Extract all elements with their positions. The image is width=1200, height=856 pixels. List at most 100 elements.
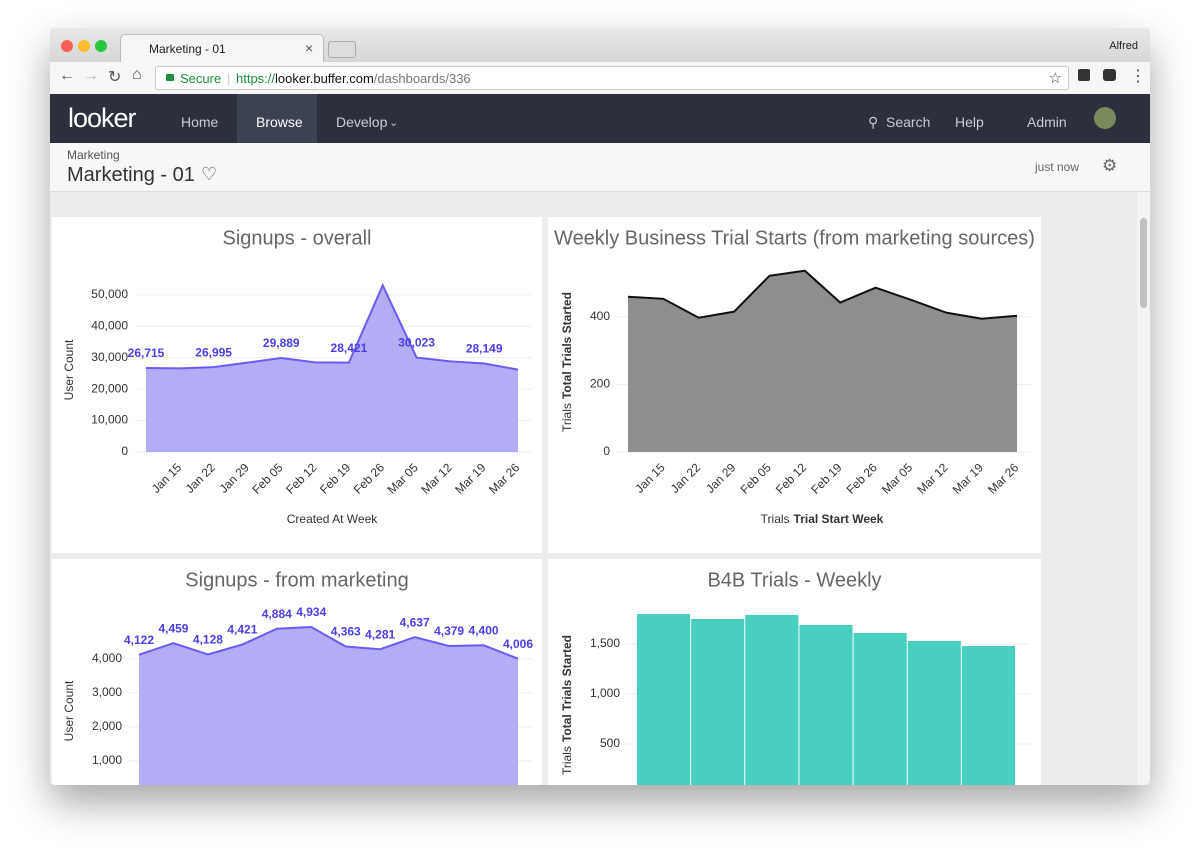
tab-close[interactable]: ×: [305, 40, 314, 56]
extension-icon[interactable]: [1078, 69, 1090, 81]
forward-button[interactable]: →: [83, 67, 99, 84]
y-tick-label: 50,000: [91, 287, 128, 301]
chart: Signups - from marketing 1,000 2,000 3,000 4…: [62, 569, 533, 785]
scroll-thumb[interactable]: [1140, 218, 1147, 308]
data-label: 4,128: [193, 633, 223, 647]
chart: B4B Trials - Weekly 500 1,000 1,500 Trials To…: [560, 569, 1030, 785]
address-bar[interactable]: Secure | https://looker.buffer.com/dashb…: [155, 66, 1069, 90]
pocket-icon[interactable]: [1103, 69, 1116, 81]
x-tick-label: Jan 22: [668, 460, 704, 496]
data-label: 30,023: [398, 336, 435, 350]
nav-home[interactable]: Home: [181, 114, 219, 130]
y-tick-label: 30,000: [91, 350, 128, 364]
data-label: 28,149: [466, 342, 503, 356]
bar: [799, 625, 853, 785]
x-tick-label: Jan 22: [183, 460, 219, 496]
nav-bar: looker Home Browse Develop ⌄ ⚲ Search He…: [50, 94, 1150, 143]
x-axis-title: Trials Trial Start Week: [761, 512, 884, 526]
nav-active: [237, 94, 317, 143]
scrollbar: [1137, 192, 1150, 785]
tab[interactable]: Marketing - 01 ×: [120, 34, 324, 63]
logo[interactable]: looker: [68, 103, 137, 133]
minimize-button[interactable]: [78, 40, 90, 52]
url-host: looker.buffer.com: [275, 71, 374, 86]
data-label: 4,421: [227, 623, 257, 637]
x-tick-label: Feb 19: [808, 460, 845, 497]
zoom-button[interactable]: [95, 40, 107, 52]
y-tick-label: 0: [121, 444, 128, 458]
line: [138, 626, 519, 660]
data-label: 4,934: [296, 605, 326, 619]
user-name: Alfred: [1109, 40, 1138, 52]
settings-icon[interactable]: ⚙: [1102, 156, 1118, 175]
y-tick-label: 4,000: [92, 651, 122, 665]
area: [628, 270, 1017, 452]
dashboard: Signups - overall 0 10,000 20,000 30,000 40,0…: [50, 192, 1137, 785]
title-bar: Marketing - 01 × Alfred: [50, 28, 1150, 63]
data-label: 4,122: [124, 633, 154, 647]
tile: B4B Trials - Weekly 500 1,000 1,500 Trials To…: [548, 559, 1041, 785]
x-tick-label: Mar 26: [985, 460, 1022, 497]
data-label: 29,889: [263, 336, 300, 350]
data-label: 28,421: [331, 341, 368, 355]
y-tick-label: 20,000: [91, 381, 128, 395]
y-axis-title: Trials Total Trials Started: [560, 292, 574, 432]
chevron: ⌄: [389, 117, 399, 129]
y-tick-label: 1,000: [590, 686, 620, 700]
back-button[interactable]: ←: [59, 67, 75, 84]
y-axis-title-main: Total Trials Started: [560, 292, 574, 399]
dashboard-header: Marketing Marketing - 01 ♡ just now ⚙: [50, 143, 1150, 192]
data-label: 4,884: [262, 607, 292, 621]
y-tick-label: 0: [603, 444, 610, 458]
data-label: 4,459: [158, 621, 188, 635]
area: [146, 285, 518, 452]
x-tick-label: Jan 15: [632, 460, 668, 496]
lock-icon: [166, 74, 174, 81]
y-tick-label: 10,000: [91, 413, 128, 427]
x-axis-title-main: Created At Week: [287, 512, 378, 526]
x-axis-title: Created At Week: [287, 512, 378, 526]
x-tick-label: Mar 05: [385, 460, 422, 497]
data-label: 26,995: [195, 345, 232, 359]
tab-title: Marketing - 01: [149, 42, 226, 56]
line: [145, 282, 519, 371]
line: [627, 269, 1018, 320]
menu-button[interactable]: ⋮: [1130, 68, 1146, 85]
home-button[interactable]: ⌂: [132, 66, 142, 83]
nav-search[interactable]: Search: [886, 114, 931, 130]
x-tick-label: Feb 26: [351, 460, 388, 497]
chart-title: Signups - overall: [223, 227, 372, 249]
bar: [745, 615, 799, 785]
nav-develop[interactable]: Develop: [336, 114, 388, 130]
y-tick-label: 1,000: [92, 753, 122, 767]
y-tick-label: 500: [600, 736, 620, 750]
bookmark-star[interactable]: ☆: [1048, 70, 1062, 87]
secure-label: Secure: [180, 71, 222, 86]
breadcrumb[interactable]: Marketing: [67, 148, 120, 162]
nav-browse[interactable]: Browse: [256, 114, 303, 130]
url: https://looker.buffer.com/dashboards/336: [236, 71, 471, 86]
chart-title: Signups - from marketing: [185, 569, 408, 591]
close-button[interactable]: [61, 40, 73, 52]
x-tick-label: Jan 29: [216, 460, 252, 496]
area: [139, 627, 518, 785]
new-tab[interactable]: [328, 41, 356, 58]
chart: Signups - overall 0 10,000 20,000 30,000 40,0…: [62, 227, 532, 526]
x-tick-label: Feb 19: [317, 460, 354, 497]
x-tick-label: Mar 19: [452, 460, 489, 497]
reload-button[interactable]: ↻: [108, 69, 122, 86]
nav-help[interactable]: Help: [955, 114, 984, 130]
y-axis-title: Trials Total Trials Started: [560, 635, 574, 775]
favorite-icon[interactable]: ♡: [201, 164, 218, 184]
x-axis-title-prefix: Trials: [761, 512, 790, 526]
chart-title: Weekly Business Trial Starts (from marke…: [554, 227, 1035, 249]
x-axis-title-main: Trial Start Week: [794, 512, 884, 526]
bar: [637, 614, 691, 785]
dashboard-title: Marketing - 01: [67, 164, 195, 186]
tile: Weekly Business Trial Starts (from marke…: [548, 217, 1041, 553]
search-icon: ⚲: [868, 114, 879, 130]
avatar[interactable]: [1094, 107, 1116, 129]
x-tick-label: Feb 05: [738, 460, 775, 497]
nav-admin[interactable]: Admin: [1027, 114, 1067, 130]
x-tick-label: Mar 19: [950, 460, 987, 497]
